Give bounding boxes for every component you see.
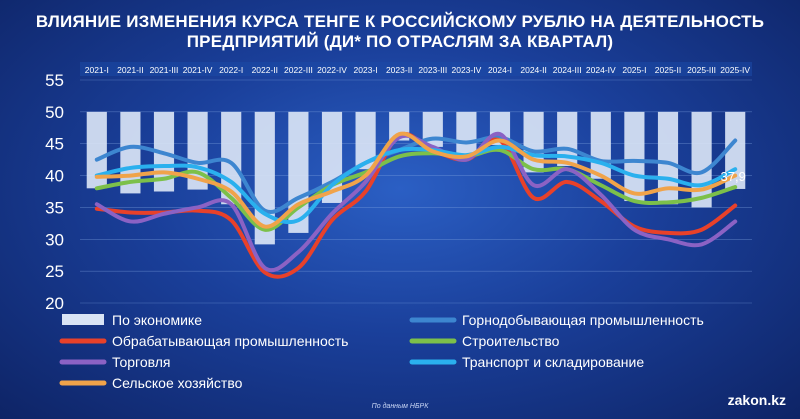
category-label: 2023-III [418, 65, 447, 75]
category-label: 2024-III [553, 65, 582, 75]
category-label: 2021-III [150, 65, 179, 75]
category-label: 2025-III [687, 65, 716, 75]
chart-title-line-2: ПРЕДПРИЯТИЙ (ДИ* ПО ОТРАСЛЯМ ЗА КВАРТАЛ) [186, 32, 614, 51]
category-label: 2025-I [622, 65, 646, 75]
chart-title: ВЛИЯНИЕ ИЗМЕНЕНИЯ КУРСА ТЕНГЕ К РОССИЙСК… [0, 12, 800, 52]
category-label: 2022-II [252, 65, 278, 75]
y-tick-label: 35 [45, 198, 64, 217]
legend-label: По экономике [112, 312, 202, 328]
line-transport [94, 144, 738, 225]
bar-po-ekonomike [221, 111, 242, 205]
source-note: По данным НБРК [371, 403, 429, 410]
chart-title-line-1: ВЛИЯНИЕ ИЗМЕНЕНИЯ КУРСА ТЕНГЕ К РОССИЙСК… [35, 12, 765, 31]
y-tick-label: 50 [45, 103, 64, 122]
category-label: 2024-I [488, 65, 512, 75]
legend-label: Транспорт и складирование [462, 354, 644, 370]
y-tick-label: 20 [45, 294, 64, 313]
y-tick-label: 40 [45, 167, 64, 186]
category-label: 2023-IV [452, 65, 482, 75]
bar-po-ekonomike [590, 111, 611, 179]
bar-po-ekonomike [691, 111, 712, 208]
bar-po-ekonomike [624, 111, 645, 202]
bar-po-ekonomike [355, 111, 376, 170]
category-label: 2021-I [85, 65, 109, 75]
category-label: 2024-II [520, 65, 546, 75]
bar-po-ekonomike [86, 111, 107, 189]
y-tick-label: 45 [45, 135, 64, 154]
legend-swatch [62, 314, 104, 325]
legend-label: Обрабатывающая промышленность [112, 333, 348, 349]
legend-label: Строительство [462, 333, 560, 349]
category-label: 2025-IV [720, 65, 750, 75]
category-label: 2024-IV [586, 65, 616, 75]
line-gornodobyvayushchaya [94, 135, 738, 214]
category-label: 2021-II [117, 65, 143, 75]
category-label: 2023-I [354, 65, 378, 75]
category-label: 2022-I [219, 65, 243, 75]
y-tick-label: 55 [45, 71, 64, 90]
category-label: 2022-IV [317, 65, 347, 75]
value-annotation: 37,9 [721, 169, 746, 184]
legend-label: Горнодобывающая промышленность [462, 312, 704, 328]
category-label: 2022-III [284, 65, 313, 75]
bar-po-ekonomike [725, 111, 746, 189]
line-selskoe-khozyaystvo [94, 131, 738, 229]
y-tick-label: 25 [45, 262, 64, 281]
line-stroitelstvo [94, 147, 738, 232]
y-tick-label: 30 [45, 230, 64, 249]
category-label: 2023-II [386, 65, 412, 75]
bar-po-ekonomike [456, 111, 477, 157]
category-header-band [80, 62, 752, 76]
zakon-logo: zakon.kz [727, 392, 786, 408]
bar-po-ekonomike [523, 111, 544, 173]
category-label: 2021-IV [183, 65, 213, 75]
bar-po-ekonomike [120, 111, 141, 194]
category-label: 2025-II [655, 65, 681, 75]
legend-label: Торговля [112, 354, 170, 370]
bar-po-ekonomike [557, 111, 578, 167]
legend-label: Сельское хозяйство [112, 375, 243, 391]
